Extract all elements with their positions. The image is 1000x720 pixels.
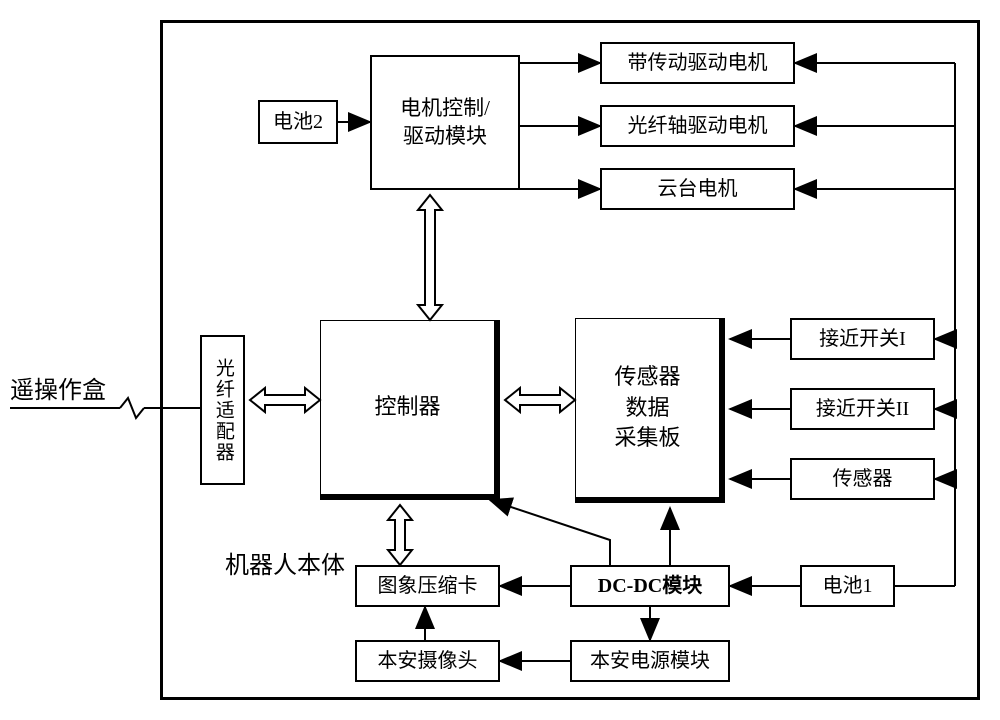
motor-ctrl-box: 电机控制/ 驱动模块 — [370, 55, 520, 190]
controller-box: 控制器 — [320, 320, 500, 500]
safe-psu-text: 本安电源模块 — [590, 648, 710, 674]
sensor-text: 传感器 — [833, 466, 893, 492]
safe-cam-text: 本安摄像头 — [378, 648, 478, 674]
ptz-motor-box: 云台电机 — [600, 168, 795, 210]
prox1-box: 接近开关I — [790, 318, 935, 360]
belt-motor-box: 带传动驱动电机 — [600, 42, 795, 84]
battery1-box: 电池1 — [800, 565, 895, 607]
remote-box-label: 遥操作盒 — [10, 370, 106, 405]
safe-cam-box: 本安摄像头 — [355, 640, 500, 682]
img-card-text: 图象压缩卡 — [378, 573, 478, 599]
dcdc-text: DC-DC模块 — [598, 573, 702, 599]
battery2-text: 电池2 — [273, 109, 323, 135]
motor-ctrl-text: 电机控制/ 驱动模块 — [400, 95, 490, 150]
img-card-box: 图象压缩卡 — [355, 565, 500, 607]
sensor-board-box: 传感器 数据 采集板 — [575, 318, 725, 503]
ptz-motor-text: 云台电机 — [658, 176, 738, 202]
fiber-adapter-text: 光纤适配器 — [210, 358, 235, 463]
prox1-text: 接近开关I — [819, 326, 906, 352]
sensor-board-text: 传感器 数据 采集板 — [614, 362, 680, 454]
robot-body-label: 机器人本体 — [225, 545, 345, 580]
fiber-adapter-box: 光纤适配器 — [200, 335, 245, 485]
safe-psu-box: 本安电源模块 — [570, 640, 730, 682]
fiber-axis-motor-box: 光纤轴驱动电机 — [600, 105, 795, 147]
belt-motor-text: 带传动驱动电机 — [628, 50, 768, 76]
battery2-box: 电池2 — [258, 100, 338, 144]
prox2-box: 接近开关II — [790, 388, 935, 430]
dcdc-box: DC-DC模块 — [570, 565, 730, 607]
sensor-box: 传感器 — [790, 458, 935, 500]
controller-text: 控制器 — [374, 392, 440, 423]
battery1-text: 电池1 — [823, 573, 873, 599]
prox2-text: 接近开关II — [816, 396, 909, 422]
fiber-axis-motor-text: 光纤轴驱动电机 — [628, 113, 768, 139]
canvas: 遥操作盒 机器人本体 光纤适配器 电池2 电机控制/ 驱动模块 带传动驱动电机 … — [0, 0, 1000, 720]
